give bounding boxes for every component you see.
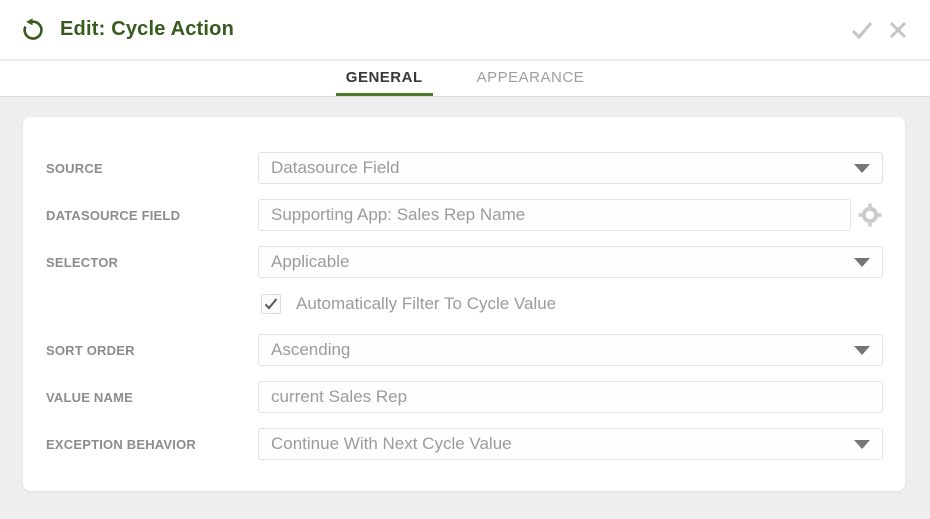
selector-value: Applicable bbox=[271, 252, 350, 271]
close-button[interactable] bbox=[884, 16, 912, 44]
auto-filter-checkbox[interactable] bbox=[261, 294, 281, 314]
datasource-field-input[interactable] bbox=[258, 199, 851, 231]
value-name-input[interactable] bbox=[258, 381, 883, 413]
selector-dropdown[interactable]: Applicable bbox=[258, 246, 883, 278]
tab-appearance[interactable]: APPEARANCE bbox=[476, 68, 585, 86]
page-title: Edit: Cycle Action bbox=[60, 18, 234, 40]
datasource-field-row: DATASOURCE FIELD bbox=[46, 199, 883, 231]
sort-order-label: SORT ORDER bbox=[46, 342, 135, 358]
chevron-down-icon bbox=[854, 257, 870, 267]
value-name-row: VALUE NAME bbox=[46, 381, 883, 413]
exception-behavior-row: EXCEPTION BEHAVIOR Continue With Next Cy… bbox=[46, 428, 883, 460]
header-bar: Edit: Cycle Action bbox=[0, 0, 930, 60]
sort-order-dropdown[interactable]: Ascending bbox=[258, 334, 883, 366]
confirm-button[interactable] bbox=[846, 14, 878, 46]
edit-form-card: SOURCE Datasource Field DATASOURCE FIELD… bbox=[23, 117, 905, 491]
close-icon bbox=[886, 18, 910, 42]
undo-button[interactable] bbox=[20, 17, 46, 43]
exception-behavior-label: EXCEPTION BEHAVIOR bbox=[46, 436, 196, 452]
tab-bar: GENERAL APPEARANCE bbox=[0, 61, 930, 97]
tab-general[interactable]: GENERAL bbox=[335, 61, 433, 96]
auto-filter-label: Automatically Filter To Cycle Value bbox=[296, 294, 557, 313]
source-label: SOURCE bbox=[46, 160, 103, 176]
checkmark-icon bbox=[848, 16, 876, 44]
field-picker-button[interactable] bbox=[851, 202, 883, 228]
auto-filter-row: Automatically Filter To Cycle Value bbox=[261, 293, 883, 315]
check-icon bbox=[263, 296, 279, 312]
datasource-field-label: DATASOURCE FIELD bbox=[46, 207, 181, 223]
undo-icon bbox=[21, 17, 45, 42]
source-dropdown[interactable]: Datasource Field bbox=[258, 152, 883, 184]
source-row: SOURCE Datasource Field bbox=[46, 152, 883, 184]
sort-order-value: Ascending bbox=[271, 340, 351, 359]
source-value: Datasource Field bbox=[271, 158, 400, 177]
sort-order-row: SORT ORDER Ascending bbox=[46, 334, 883, 366]
chevron-down-icon bbox=[854, 345, 870, 355]
target-crosshair-icon bbox=[857, 202, 883, 228]
chevron-down-icon bbox=[854, 163, 870, 173]
selector-label: SELECTOR bbox=[46, 254, 119, 270]
chevron-down-icon bbox=[854, 439, 870, 449]
value-name-label: VALUE NAME bbox=[46, 389, 133, 405]
exception-behavior-value: Continue With Next Cycle Value bbox=[271, 434, 512, 453]
selector-row: SELECTOR Applicable bbox=[46, 246, 883, 278]
exception-behavior-dropdown[interactable]: Continue With Next Cycle Value bbox=[258, 428, 883, 460]
